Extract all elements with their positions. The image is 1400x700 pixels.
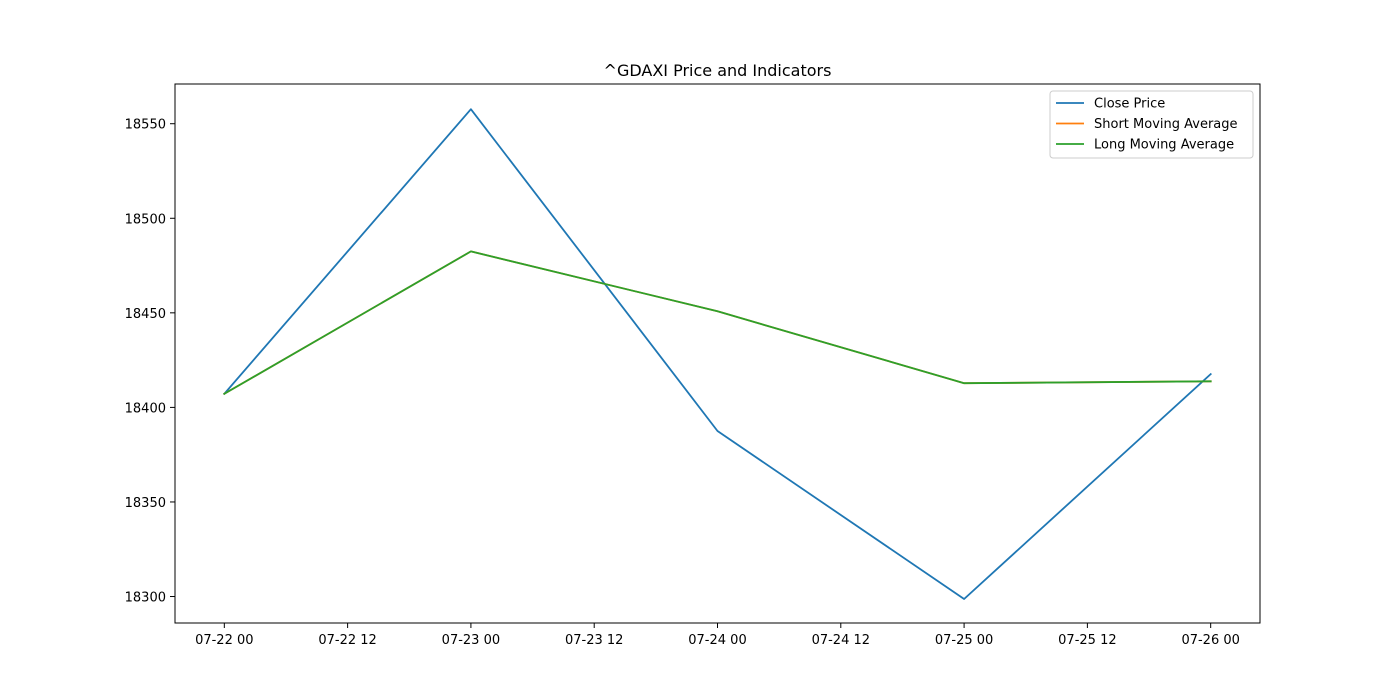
x-tick-label: 07-24 12 — [812, 633, 870, 648]
plot-area: 07-22 00 07-22 12 07-23 00 07-23 12 07-24 00… — [125, 83, 1261, 648]
x-tick-label: 07-22 12 — [318, 633, 376, 648]
legend-label: Short Moving Average — [1094, 117, 1238, 132]
x-tick-label: 07-25 12 — [1058, 633, 1116, 648]
y-tick-label: 18450 — [125, 307, 166, 322]
x-tick-label: 07-23 12 — [565, 633, 623, 648]
legend-label: Long Moving Average — [1094, 138, 1234, 153]
x-tick-label: 07-26 00 — [1181, 633, 1239, 648]
y-tick-label: 18550 — [125, 118, 166, 133]
x-tick-label: 07-24 00 — [688, 633, 746, 648]
y-tick-label: 18350 — [125, 496, 166, 511]
y-tick-label: 18500 — [125, 212, 166, 227]
series-line-close-price — [223, 108, 1212, 600]
legend-label: Close Price — [1094, 97, 1165, 112]
y-tick-label: 18400 — [125, 401, 166, 416]
x-tick-label: 07-22 00 — [195, 633, 253, 648]
x-tick-label: 07-25 00 — [935, 633, 993, 648]
legend-box — [1049, 90, 1254, 159]
legend: Close Price Short Moving Average Long Movi… — [1049, 90, 1254, 159]
y-tick-label: 18300 — [125, 591, 166, 606]
series-line-long-moving-average — [223, 250, 1212, 396]
x-tick-label: 07-23 00 — [442, 633, 500, 648]
chart-title: ^GDAXI Price and Indicators — [604, 61, 832, 80]
